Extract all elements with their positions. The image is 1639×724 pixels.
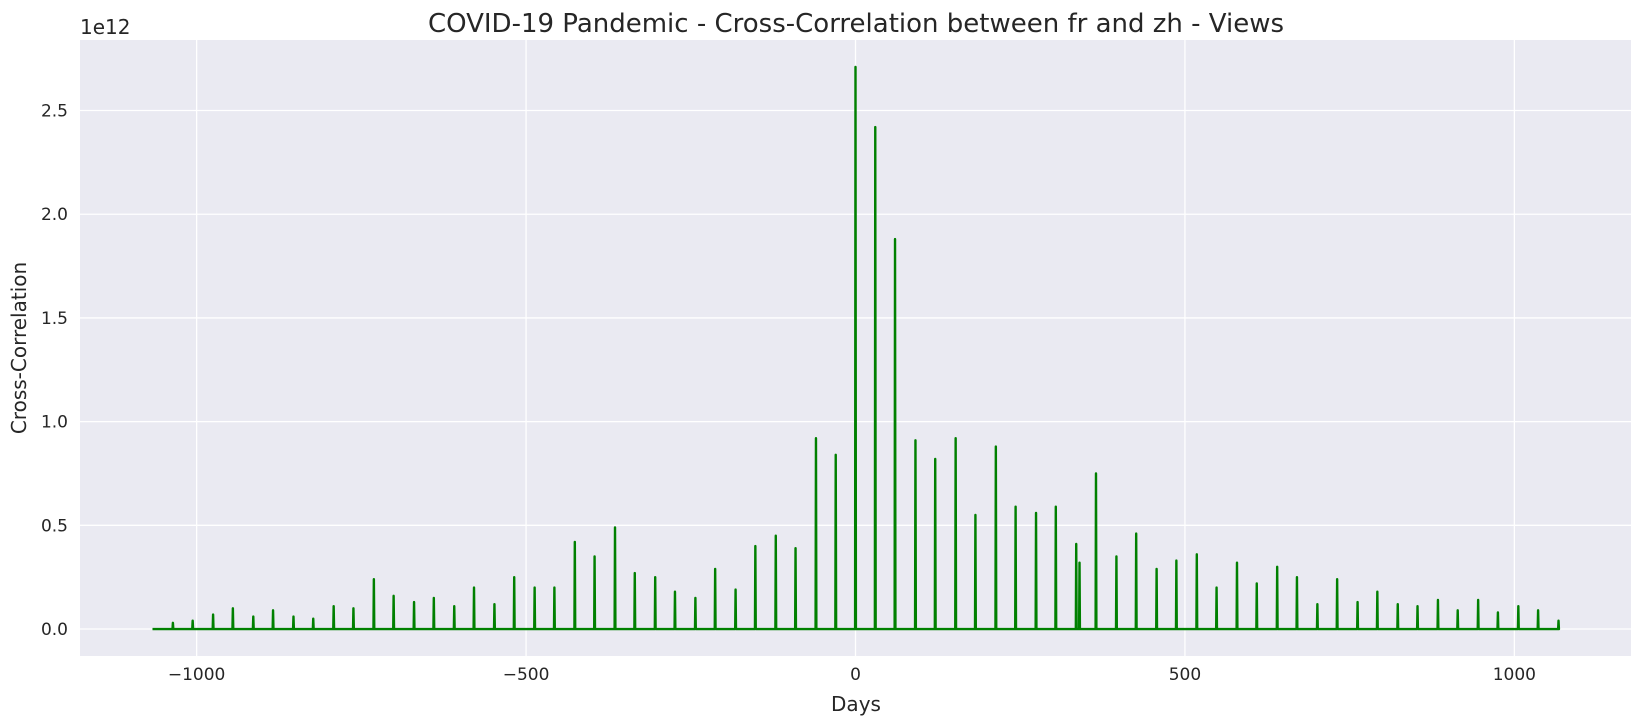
y-axis-ticks: 0.0 0.5 1.0 1.5 2.0 2.5	[41, 102, 68, 641]
y-tick-label: 1.5	[41, 309, 68, 329]
y-tick-label: 2.0	[41, 205, 68, 225]
y-tick-label: 0.0	[41, 620, 68, 640]
x-tick-label: −1000	[168, 665, 226, 685]
y-tick-label: 0.5	[41, 516, 68, 536]
y-tick-label: 2.5	[41, 102, 68, 122]
y-axis-label: Cross-Correlation	[7, 262, 31, 434]
x-tick-label: 0	[850, 665, 861, 685]
y-offset-label: 1e12	[80, 15, 130, 39]
y-tick-label: 1.0	[41, 413, 68, 433]
x-axis-ticks: −1000 −500 0 500 1000	[168, 665, 1536, 685]
x-tick-label: 1000	[1493, 665, 1536, 685]
cross-correlation-line	[152, 65, 1561, 631]
x-axis-label: Days	[831, 692, 881, 716]
x-tick-label: 500	[1169, 665, 1201, 685]
chart-title: COVID-19 Pandemic - Cross-Correlation be…	[428, 9, 1284, 39]
series-line	[152, 65, 1561, 631]
x-tick-label: −500	[503, 665, 550, 685]
